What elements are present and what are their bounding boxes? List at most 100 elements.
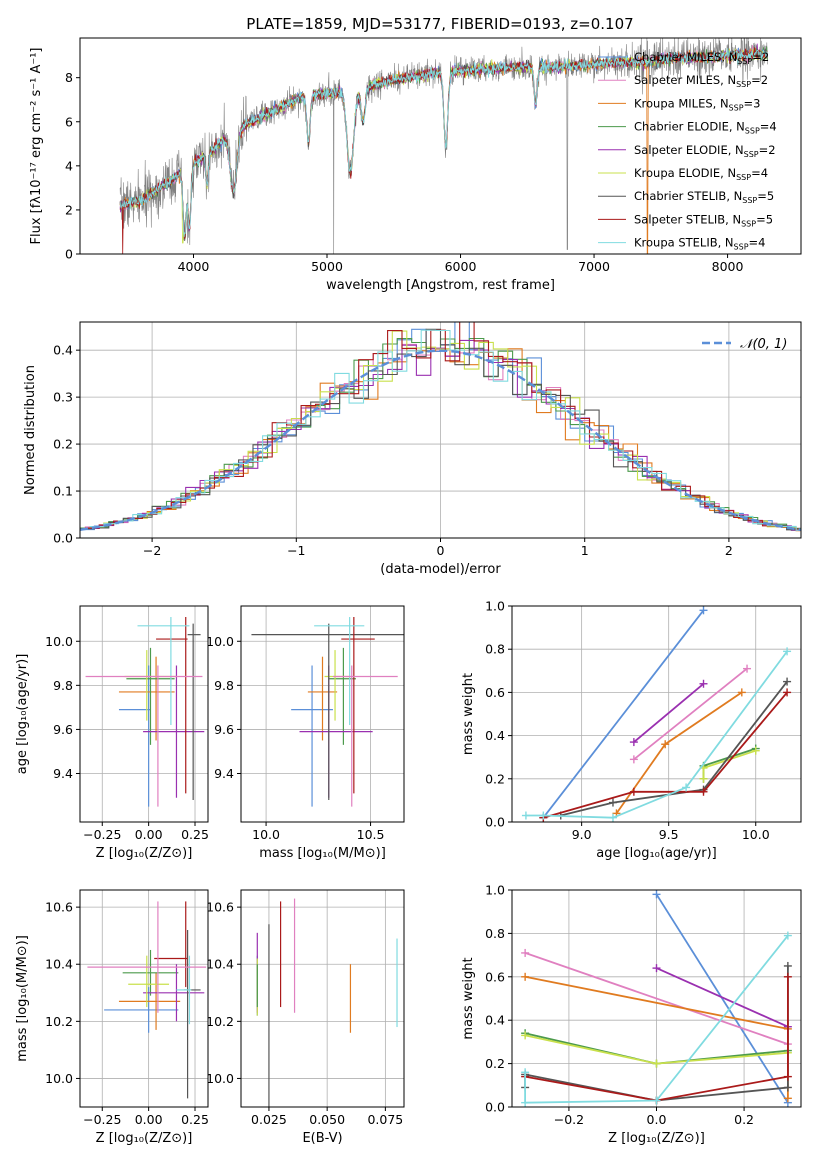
weight_vs_Z-ytick-label: 1.0	[485, 883, 505, 898]
spectrum-legend-label: Chabrier STELIB, NSSP=5	[634, 189, 774, 205]
age_vs_Z-errorbar	[137, 617, 190, 726]
spectrum-legend-label: Kroupa MILES, NSSP=3	[634, 96, 760, 112]
age_vs_mass-errorbar	[291, 665, 333, 807]
weight_vs_age-point-marker	[661, 740, 670, 749]
mass_vs_Z-errorbar	[87, 901, 207, 1013]
residuals-ytick-label: 0.0	[53, 531, 73, 546]
residuals-xtick-label: −2	[143, 543, 161, 558]
mass_vs_ebv-ytick-label: 10.6	[206, 900, 234, 915]
spectrum-ytick-label: 6	[65, 114, 73, 129]
weight_vs_Z-xtick-label: 0.2	[734, 1112, 754, 1127]
spectrum-ytick-label: 0	[65, 247, 73, 262]
residuals-ytick-label: 0.1	[53, 484, 73, 499]
age_vs_Z-errorbar	[118, 665, 151, 807]
age_vs_mass-ytick-label: 10.0	[206, 634, 234, 649]
weight_vs_Z-axes: −0.2 0.0 0.2 0.0 0.2 0.4 0.6 0.8 1.0 Z [log₁₀(Z/Z…	[461, 883, 801, 1146]
spectrum-legend: Chabrier MILES, NSSP=2 Salpeter MILES, NS…	[598, 50, 777, 252]
weight_vs_age-xtick-label: 9.0	[572, 827, 592, 842]
residuals-frame	[79, 321, 802, 539]
mass_vs_Z-xlabel: Z [log₁₀(Z/Z⊙)]	[96, 1131, 193, 1146]
spectrum-axes: 4000 5000 6000 7000 8000 0 2 4 6 8 wavelength [Ang…	[29, 48, 744, 294]
weight_vs_Z-ylabel: mass weight	[461, 957, 476, 1039]
age_vs_mass-errorbar	[307, 656, 338, 741]
spectrum-ytick-label: 4	[65, 158, 73, 173]
weight_vs_Z-point-marker	[783, 931, 792, 940]
mass_vs_Z-xtick-label: −0.25	[83, 1112, 121, 1127]
mass_vs_Z-ytick-label: 10.6	[45, 900, 73, 915]
age_vs_mass-errorbar	[314, 617, 365, 726]
mass_vs_ebv-plot-area	[256, 898, 398, 1107]
weight_vs_age-series-line	[633, 667, 748, 761]
mass_vs_ebv-xtick-label: 0.050	[309, 1112, 345, 1127]
weight_vs_age-point-marker	[699, 774, 708, 783]
weight_vs_age-point-marker	[699, 787, 708, 796]
spectrum-ytick-label: 2	[65, 202, 73, 217]
mass_vs_Z-xtick-label: 0.25	[181, 1112, 209, 1127]
residuals-axes: −2 −1 0 1 2 0.0 0.1 0.2 0.3 0.4 (data-model)/error…	[23, 322, 801, 577]
weight_vs_Z-ytick-label: 0.6	[485, 969, 505, 984]
age_vs_Z-ytick-label: 9.6	[53, 722, 73, 737]
mass_vs_Z-grid	[80, 890, 208, 1107]
spectrum-legend-label: Salpeter ELODIE, NSSP=2	[634, 143, 776, 159]
spectrum-legend-label: Kroupa STELIB, NSSP=4	[634, 236, 765, 252]
age_vs_Z-xlabel: Z [log₁₀(Z/Z⊙)]	[96, 846, 193, 861]
weight_vs_age-point-marker	[629, 738, 638, 747]
spectrum-legend-label: Kroupa ELODIE, NSSP=4	[634, 166, 768, 182]
weight_vs_Z-xtick-label: 0.0	[647, 1112, 667, 1127]
age_vs_mass-xtick-label: 10.0	[252, 827, 280, 842]
weight_vs_Z-series-line	[656, 967, 789, 1028]
age_vs_mass-errorbar	[332, 665, 398, 807]
weight_vs_Z-frame	[511, 889, 802, 1108]
weight_vs_age-frame	[511, 605, 802, 823]
residual-histogram-step	[89, 329, 801, 531]
mass_vs_Z-errorbar	[104, 987, 179, 1033]
residual-legend: 𝒩(0, 1)	[702, 337, 787, 352]
age_vs_Z-frame	[79, 605, 209, 823]
mass_vs_Z-ytick-label: 10.0	[45, 1071, 73, 1086]
residual-legend-label: 𝒩(0, 1)	[740, 337, 787, 352]
age_vs_mass-frame	[240, 605, 405, 823]
residuals-ylabel: Normed distribution	[23, 365, 38, 495]
residuals-xtick-label: 1	[581, 543, 589, 558]
age_vs_Z-xtick-label: −0.25	[83, 827, 121, 842]
weight_vs_age-xtick-label: 9.5	[659, 827, 679, 842]
residuals-ytick-label: 0.3	[53, 390, 73, 405]
age_vs_mass-errorbar	[341, 617, 375, 794]
weight_vs_age-point-marker	[783, 688, 792, 697]
spectrum-xtick-label: 4000	[178, 259, 210, 274]
weight_vs_Z-ytick-label: 0.8	[485, 926, 505, 941]
age_vs_Z-ytick-label: 10.0	[45, 634, 73, 649]
spectrum-ylabel: Flux [fλ10⁻¹⁷ erg cm⁻² s⁻¹ A⁻¹]	[29, 48, 44, 245]
weight_vs_age-ytick-label: 0.6	[485, 685, 505, 700]
residuals-xlabel: (data-model)/error	[380, 562, 501, 577]
mass_vs_Z-errorbar	[183, 929, 201, 1099]
weight_vs_Z-plot-area	[521, 890, 792, 1107]
weight_vs_age-ytick-label: 0.0	[485, 815, 505, 830]
age_vs_mass-plot-area	[251, 617, 404, 807]
residual-histogram-step	[89, 347, 801, 532]
spectrum-legend-label: Chabrier MILES, NSSP=2	[634, 50, 769, 66]
weight_vs_Z-ytick-label: 0.4	[485, 1013, 505, 1028]
weight_vs_age-series-line	[525, 650, 788, 819]
age_vs_Z-errorbar	[143, 665, 205, 798]
weight_vs_Z-point-marker	[521, 1098, 530, 1107]
residuals-xtick-label: 0	[437, 543, 445, 558]
mass_vs_ebv-axes: 0.025 0.050 0.075 10.0 10.2 10.4 10.6 E(B-V)	[206, 890, 404, 1146]
age_vs_mass-xtick-label: 10.5	[357, 827, 385, 842]
normal-curve-line	[80, 349, 801, 531]
mass_vs_ebv-grid	[241, 890, 404, 1107]
weight_vs_Z-ytick-label: 0.0	[485, 1100, 505, 1115]
spectrum-legend-label: Chabrier ELODIE, NSSP=4	[634, 120, 777, 136]
weight_vs_age-point-marker	[629, 787, 638, 796]
age_vs_mass-ytick-label: 9.8	[214, 678, 234, 693]
mass_vs_ebv-ytick-label: 10.0	[206, 1071, 234, 1086]
weight_vs_Z-point-marker	[521, 1068, 530, 1077]
spectrum-plot-area	[119, 38, 768, 254]
age_vs_Z-xtick-label: 0.00	[135, 827, 163, 842]
weight_vs_Z-point-marker	[783, 1083, 792, 1092]
mass_vs_Z-xtick-label: 0.00	[135, 1112, 163, 1127]
age_vs_Z-ytick-label: 9.4	[53, 766, 73, 781]
age_vs_mass-errorbar	[251, 623, 404, 800]
weight_vs_age-series-line	[543, 691, 788, 819]
mass_vs_ebv-ytick-label: 10.2	[206, 1014, 234, 1029]
